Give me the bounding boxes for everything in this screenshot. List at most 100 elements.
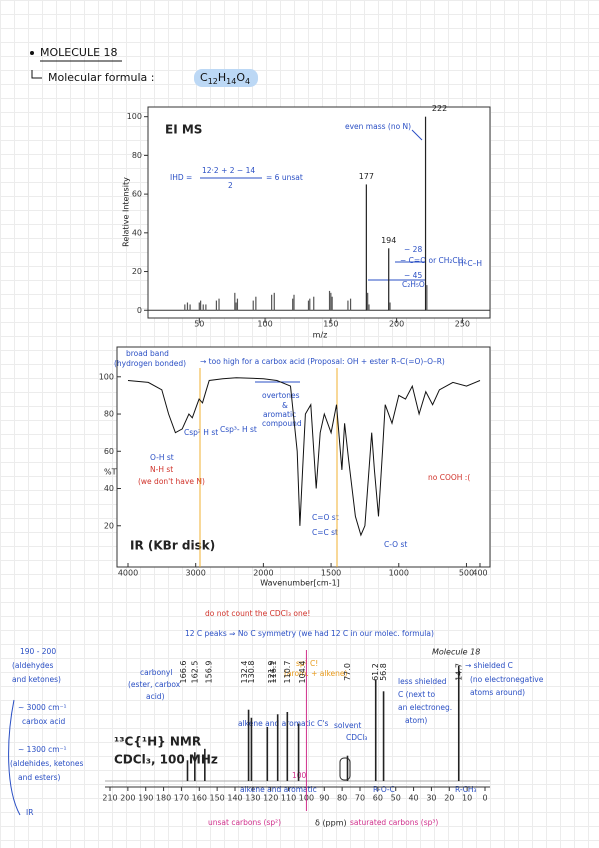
ir-note: Csp² H st: [184, 428, 218, 437]
arrow: [368, 261, 426, 281]
peak: [235, 302, 237, 311]
margin-note: (aldehides, ketones: [10, 759, 83, 768]
nmr-x-label: δ (ppm): [315, 819, 347, 828]
ir-note: (hydrogen bonded): [114, 359, 186, 368]
peak: [349, 298, 352, 311]
nmr-note: alkene and aromatic: [240, 785, 317, 794]
margin-note: and esters): [18, 773, 61, 782]
margin-note: and ketones): [12, 675, 61, 684]
x-tick-label: 180: [156, 794, 171, 803]
ms-frame: [147, 106, 491, 319]
nmr-note: Molecule 18: [432, 648, 480, 657]
peak-label: 121.9: [267, 661, 276, 684]
peak-label: 194: [381, 236, 396, 245]
margin-note: 190 - 200: [20, 647, 56, 656]
nmr-note: atom): [405, 716, 427, 725]
x-tick-label: 20: [444, 794, 454, 803]
x-tick-label: 190: [138, 794, 153, 803]
nmr-note: less shielded: [398, 677, 447, 686]
ir-note: no COOH :(: [428, 473, 470, 482]
nmr-note: 12 C peaks ⇒ No C symmetry (we had 12 C …: [185, 629, 434, 638]
peak: [424, 116, 427, 311]
y-tick-label: 80: [132, 151, 142, 160]
sub-arrow: [31, 70, 42, 79]
peak: [330, 292, 332, 311]
x-tick-label: 160: [192, 794, 207, 803]
peak: [365, 184, 367, 311]
y-tick-label: 60: [132, 190, 142, 199]
formula-label: Molecular formula :: [48, 71, 155, 84]
margin-note: carbox acid: [22, 717, 66, 726]
peak: [204, 748, 206, 781]
arrow: [411, 129, 423, 141]
peak: [292, 298, 294, 311]
solvent-circle: [339, 757, 351, 781]
peak: [367, 292, 369, 311]
ms-note: C₂H₅O: [402, 280, 425, 289]
x-tick-label: 50: [391, 794, 401, 803]
peak: [234, 292, 236, 311]
nmr-note: CDCl₃: [346, 733, 367, 742]
x-tick-label: 50: [194, 320, 204, 329]
ms-note: H–C–H: [458, 259, 482, 268]
formula-part: C: [200, 71, 208, 84]
y-tick-label: 20: [104, 521, 114, 530]
x-tick-label: 100: [257, 320, 272, 329]
y-tick-label: 100: [99, 372, 114, 381]
margin-note: ~ 3000 cm⁻¹: [18, 703, 67, 712]
ms-note: 12·2 + 2 − 14: [202, 166, 255, 175]
peak: [215, 300, 217, 311]
x-tick-label: 110: [281, 794, 296, 803]
peak: [186, 760, 189, 781]
x-tick-label: 1000: [389, 569, 409, 578]
peak-label: 116.1: [269, 661, 278, 684]
ir-note: broad band: [126, 349, 169, 358]
ms-x-label: m/z: [313, 331, 328, 340]
peak: [189, 304, 191, 311]
nmr-note: do not count the CDCl₃ one!: [205, 609, 310, 618]
peak: [368, 304, 370, 311]
peak: [184, 304, 186, 311]
formula-part: 4: [245, 77, 250, 86]
nmr-note: → shielded C: [465, 661, 513, 670]
ir-note: &: [282, 401, 288, 410]
peak: [194, 752, 196, 781]
y-tick-label: 20: [132, 267, 142, 276]
x-tick-label: 60: [373, 794, 383, 803]
nmr-note: saturated carbons (sp³): [350, 818, 438, 827]
nmr-subtitle: CDCl₃, 100 MHz: [114, 753, 218, 767]
nmr-note: an electroneg.: [398, 703, 452, 712]
peak-label: 162.5: [190, 661, 199, 684]
ir-note: → too high for a carbox acid (Proposal: …: [200, 357, 445, 366]
ir-x-label: Wavenumber[cm-1]: [260, 579, 340, 588]
nmr-note: solvent: [334, 721, 361, 730]
x-tick-label: 1500: [321, 569, 341, 578]
ir-note: O-H st: [150, 453, 174, 462]
ms-note: 2: [228, 181, 233, 190]
peak: [198, 302, 200, 311]
nmr-note: sp² C!: [296, 659, 318, 668]
formula-highlight: [194, 69, 258, 87]
peak: [236, 298, 239, 311]
x-tick-label: 200: [389, 320, 404, 329]
x-tick-label: 170: [174, 794, 189, 803]
peak: [250, 717, 253, 781]
ms-y-label: Relative Intensity: [122, 177, 131, 247]
peak-label: 104.4: [298, 661, 307, 684]
peak: [347, 300, 349, 311]
x-tick-label: 70: [355, 794, 365, 803]
ms-note: IHD =: [170, 173, 192, 182]
peak-label: 177: [359, 172, 374, 181]
peak: [297, 723, 300, 781]
x-tick-label: 2000: [253, 569, 273, 578]
nmr-note: carbonyl: [140, 668, 172, 677]
peak-label: 222: [432, 104, 447, 113]
ir-note: Csp³- H st: [220, 425, 257, 434]
peak: [293, 294, 295, 311]
peak: [389, 302, 391, 311]
nmr-note: unsat carbons (sp²): [208, 818, 281, 827]
peak-label: 110.7: [283, 661, 292, 684]
y-tick-label: 100: [127, 112, 142, 121]
